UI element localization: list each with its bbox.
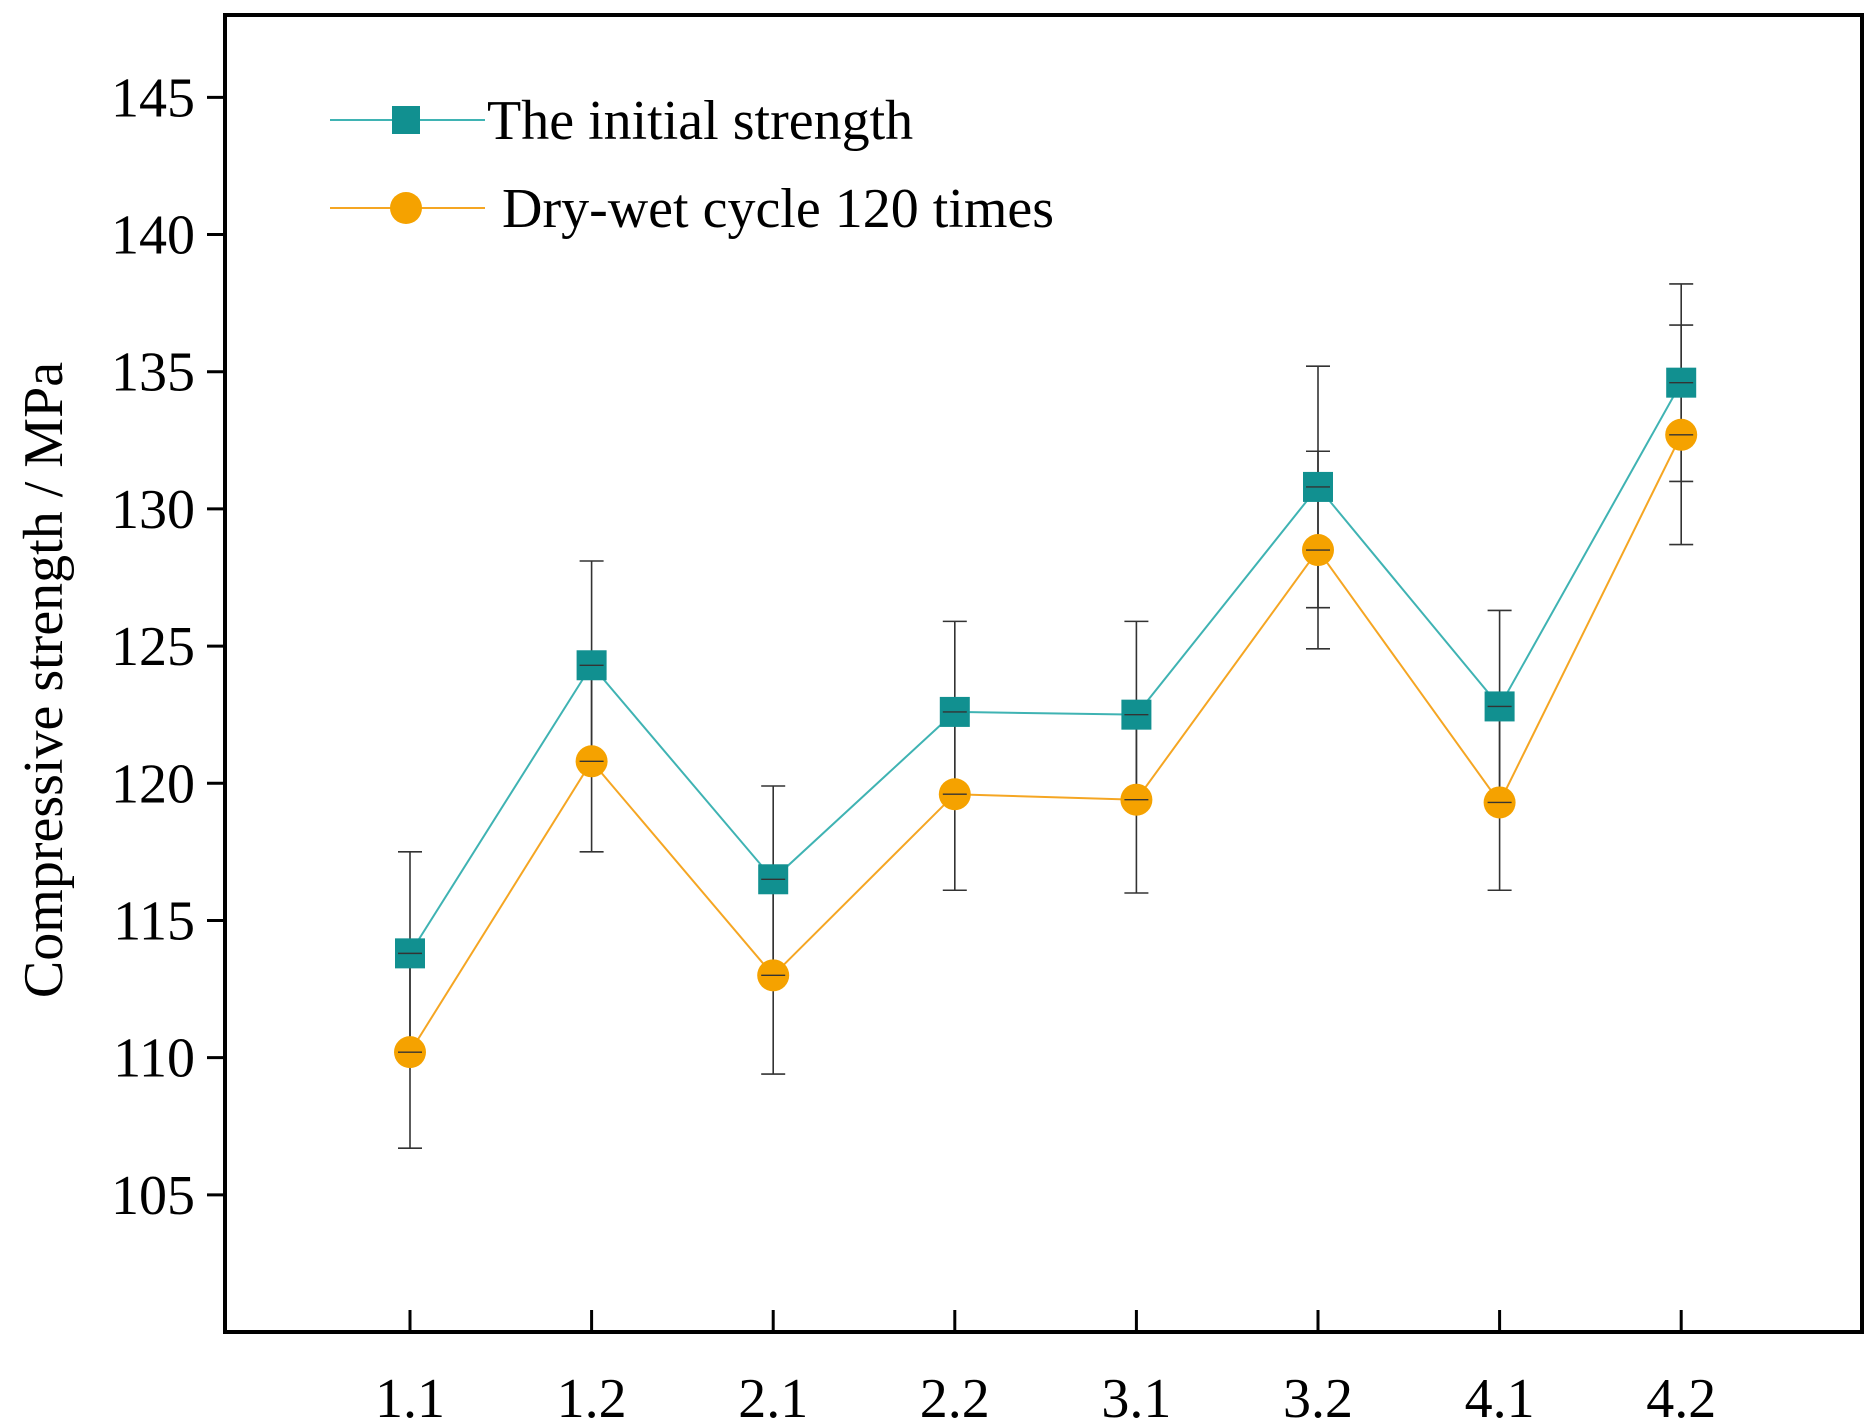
- y-tick-label: 135: [111, 342, 195, 404]
- plot-frame: [223, 13, 1864, 1334]
- y-tick-label: 140: [111, 205, 195, 267]
- x-tick-label: 4.2: [1646, 1368, 1716, 1426]
- axes-layer: 105 110 115 120 125 130 135 140 145 1.1 1.2 2.1 2.2 3…: [111, 67, 1716, 1426]
- x-tick-label: 2.2: [920, 1368, 990, 1426]
- legend-label: The initial strength: [487, 90, 913, 152]
- legend-item-1: The initial strength: [330, 90, 913, 152]
- series-line-1: [409, 382, 1683, 954]
- legend-marker-square: [392, 106, 420, 134]
- series-lines-layer: [409, 382, 1683, 1053]
- x-tick-label: 2.1: [738, 1368, 808, 1426]
- y-tick-label: 110: [113, 1028, 195, 1090]
- x-tick-label: 1.1: [375, 1368, 445, 1426]
- series-line-2: [409, 434, 1683, 1053]
- legend-item-2: Dry-wet cycle 120 times: [330, 178, 1054, 240]
- x-tick-label: 3.1: [1101, 1368, 1171, 1426]
- x-tick-label: 4.1: [1465, 1368, 1535, 1426]
- y-tick-label: 130: [111, 479, 195, 541]
- y-tick-label: 145: [111, 67, 195, 129]
- y-tick-label: 105: [111, 1165, 195, 1227]
- legend-marker-circle: [390, 192, 422, 224]
- x-tick-label: 3.2: [1283, 1368, 1353, 1426]
- y-tick-label: 125: [111, 616, 195, 678]
- markers-layer: [394, 367, 1698, 1069]
- y-tick-label: 120: [111, 753, 195, 815]
- y-axis-title: Compressive strength / MPa: [13, 362, 75, 998]
- x-tick-label: 1.2: [557, 1368, 627, 1426]
- y-tick-label: 115: [113, 890, 195, 952]
- legend-label: Dry-wet cycle 120 times: [502, 178, 1054, 240]
- legend: The initial strength Dry-wet cycle 120 ti…: [330, 90, 1054, 240]
